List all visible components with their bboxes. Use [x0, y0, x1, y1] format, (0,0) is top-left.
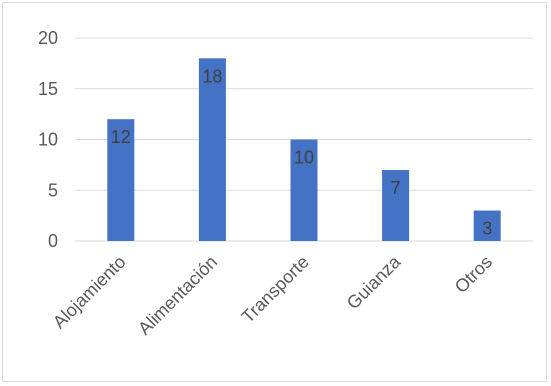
bar-guianza — [382, 169, 410, 241]
x-category-label: Alimentación — [134, 252, 221, 339]
x-category-label: Transporte — [238, 252, 313, 327]
bars — [107, 58, 501, 241]
bar-alimentacion — [198, 58, 226, 241]
x-category-label: Alojamiento — [49, 252, 130, 333]
data-label: 12 — [111, 127, 131, 147]
data-labels: 12 18 10 7 3 — [111, 66, 492, 238]
data-label: 7 — [391, 178, 401, 198]
bar-otros — [473, 210, 501, 241]
y-tick-label: 10 — [38, 130, 58, 150]
data-label: 3 — [482, 219, 492, 239]
data-label: 10 — [294, 148, 314, 168]
y-tick-label: 15 — [38, 79, 58, 99]
y-tick-label: 0 — [48, 231, 58, 251]
bar-transporte — [290, 139, 318, 241]
data-label: 18 — [202, 66, 222, 86]
x-category-label: Otros — [451, 252, 496, 297]
y-tick-label: 20 — [38, 28, 58, 48]
x-axis-categories: Alojamiento Alimentación Transporte Guianza… — [49, 251, 496, 339]
y-tick-label: 5 — [48, 180, 58, 200]
x-category-label: Guianza — [343, 251, 405, 313]
y-axis-ticks: 0 5 10 15 20 — [38, 28, 58, 251]
bar-alojamiento — [107, 119, 135, 241]
chart-area — [2, 2, 547, 382]
